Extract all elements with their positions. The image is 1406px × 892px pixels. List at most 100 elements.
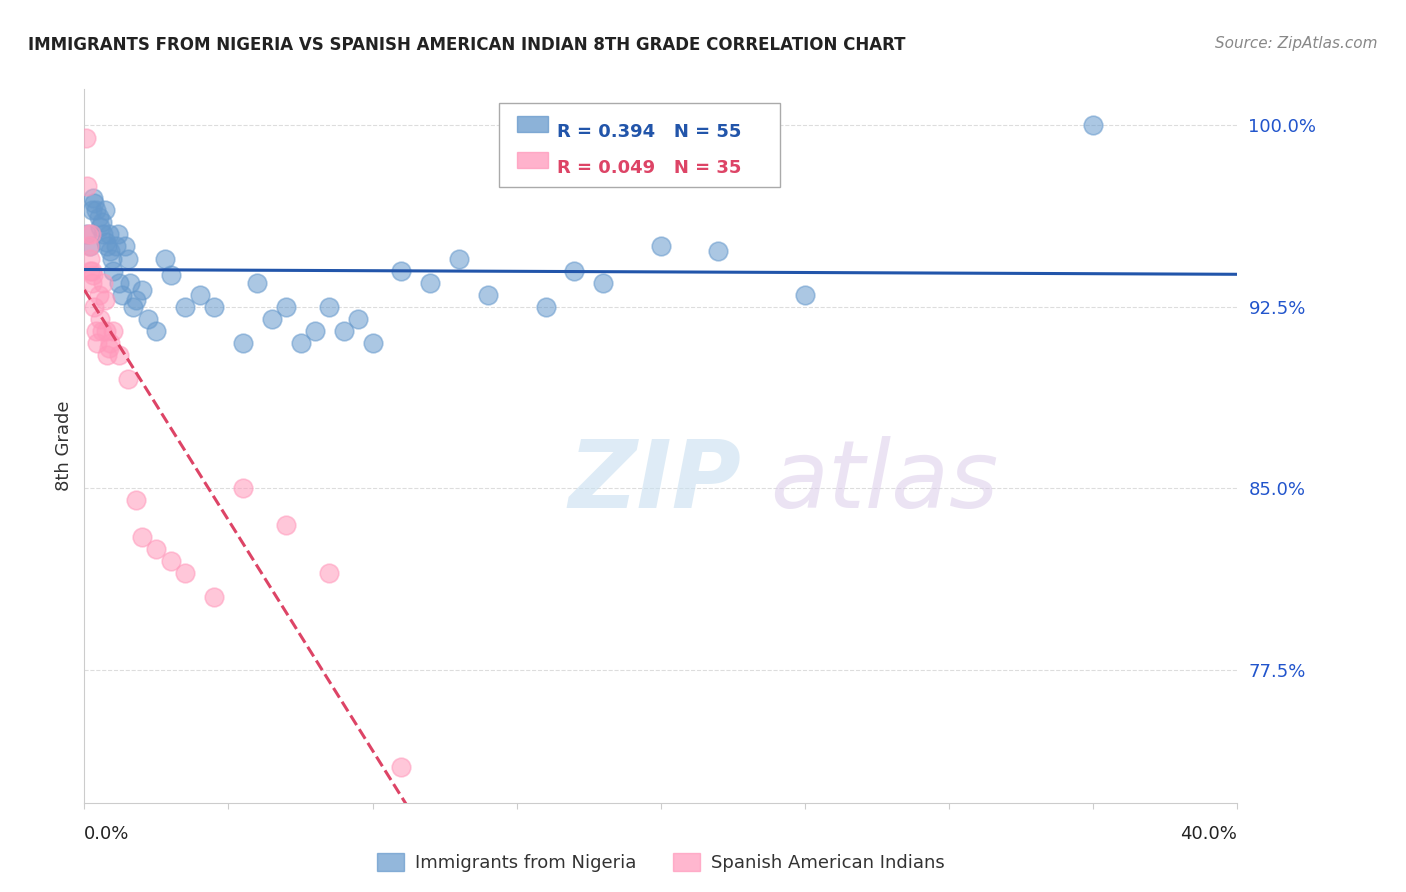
Point [117,252,139,266]
Point [83,300,105,314]
Point [76,178,98,193]
Point [391,759,413,773]
Point [98,244,121,259]
Point [105,239,128,253]
Point [361,336,384,351]
Point [534,300,557,314]
Point [564,263,586,277]
Point [707,244,730,259]
Point [276,517,298,532]
Point [117,372,139,386]
Point [94,324,117,338]
Point [77,239,100,253]
Point [82,276,104,290]
Point [87,211,110,225]
Point [97,341,120,355]
Point [96,348,118,362]
Legend: Immigrants from Nigeria, Spanish American Indians: Immigrants from Nigeria, Spanish America… [370,846,952,880]
Point [592,276,614,290]
Point [91,227,114,242]
Point [108,276,131,290]
Point [160,554,183,568]
Point [202,300,225,314]
Point [107,227,129,242]
Point [477,288,499,302]
Point [79,252,101,266]
Point [290,336,312,351]
Point [90,324,112,338]
Point [84,203,107,218]
Point [391,263,413,277]
Point [794,288,817,302]
Text: 40.0%: 40.0% [1181,825,1237,843]
Point [318,300,340,314]
Text: atlas: atlas [770,436,998,527]
Point [79,263,101,277]
Point [125,493,148,508]
Point [136,312,159,326]
Point [188,288,211,302]
Point [174,300,197,314]
Point [131,283,153,297]
Point [93,203,115,218]
Point [80,227,103,242]
Point [79,239,101,253]
Point [87,288,110,302]
Point [246,276,269,290]
Point [80,263,103,277]
Point [114,239,136,253]
Text: 0.0%: 0.0% [84,825,129,843]
Point [202,590,225,604]
Text: ZIP: ZIP [568,435,741,528]
Point [125,293,148,307]
Point [89,220,111,235]
Point [1083,119,1105,133]
Point [103,324,124,338]
Point [98,336,121,351]
Point [96,239,118,253]
Point [122,300,145,314]
Point [260,312,283,326]
Point [111,288,134,302]
Point [86,336,108,351]
Point [93,293,115,307]
Point [82,268,104,283]
Point [304,324,326,338]
Point [80,203,103,218]
Point [100,252,122,266]
Point [174,566,197,580]
Point [419,276,441,290]
Point [650,239,672,253]
Point [449,252,471,266]
Point [131,530,153,544]
Point [89,312,111,326]
Point [76,227,98,242]
Text: IMMIGRANTS FROM NIGERIA VS SPANISH AMERICAN INDIAN 8TH GRADE CORRELATION CHART: IMMIGRANTS FROM NIGERIA VS SPANISH AMERI… [28,36,905,54]
Point [82,191,104,205]
Point [97,227,120,242]
Text: R = 0.394   N = 55: R = 0.394 N = 55 [557,123,741,141]
Point [276,300,298,314]
Point [232,481,254,495]
Point [83,195,105,210]
Point [90,215,112,229]
Point [145,541,167,556]
Point [76,227,98,242]
Point [232,336,254,351]
Point [153,252,176,266]
Text: Source: ZipAtlas.com: Source: ZipAtlas.com [1215,36,1378,51]
Text: R = 0.049   N = 35: R = 0.049 N = 35 [557,159,741,177]
Point [318,566,340,580]
Y-axis label: 8th Grade: 8th Grade [55,401,73,491]
Point [120,276,142,290]
Point [333,324,356,338]
Point [94,235,117,249]
Point [75,130,97,145]
Point [160,268,183,283]
Point [103,263,124,277]
Point [84,324,107,338]
Point [145,324,167,338]
Point [108,348,131,362]
Point [347,312,370,326]
Point [91,276,114,290]
